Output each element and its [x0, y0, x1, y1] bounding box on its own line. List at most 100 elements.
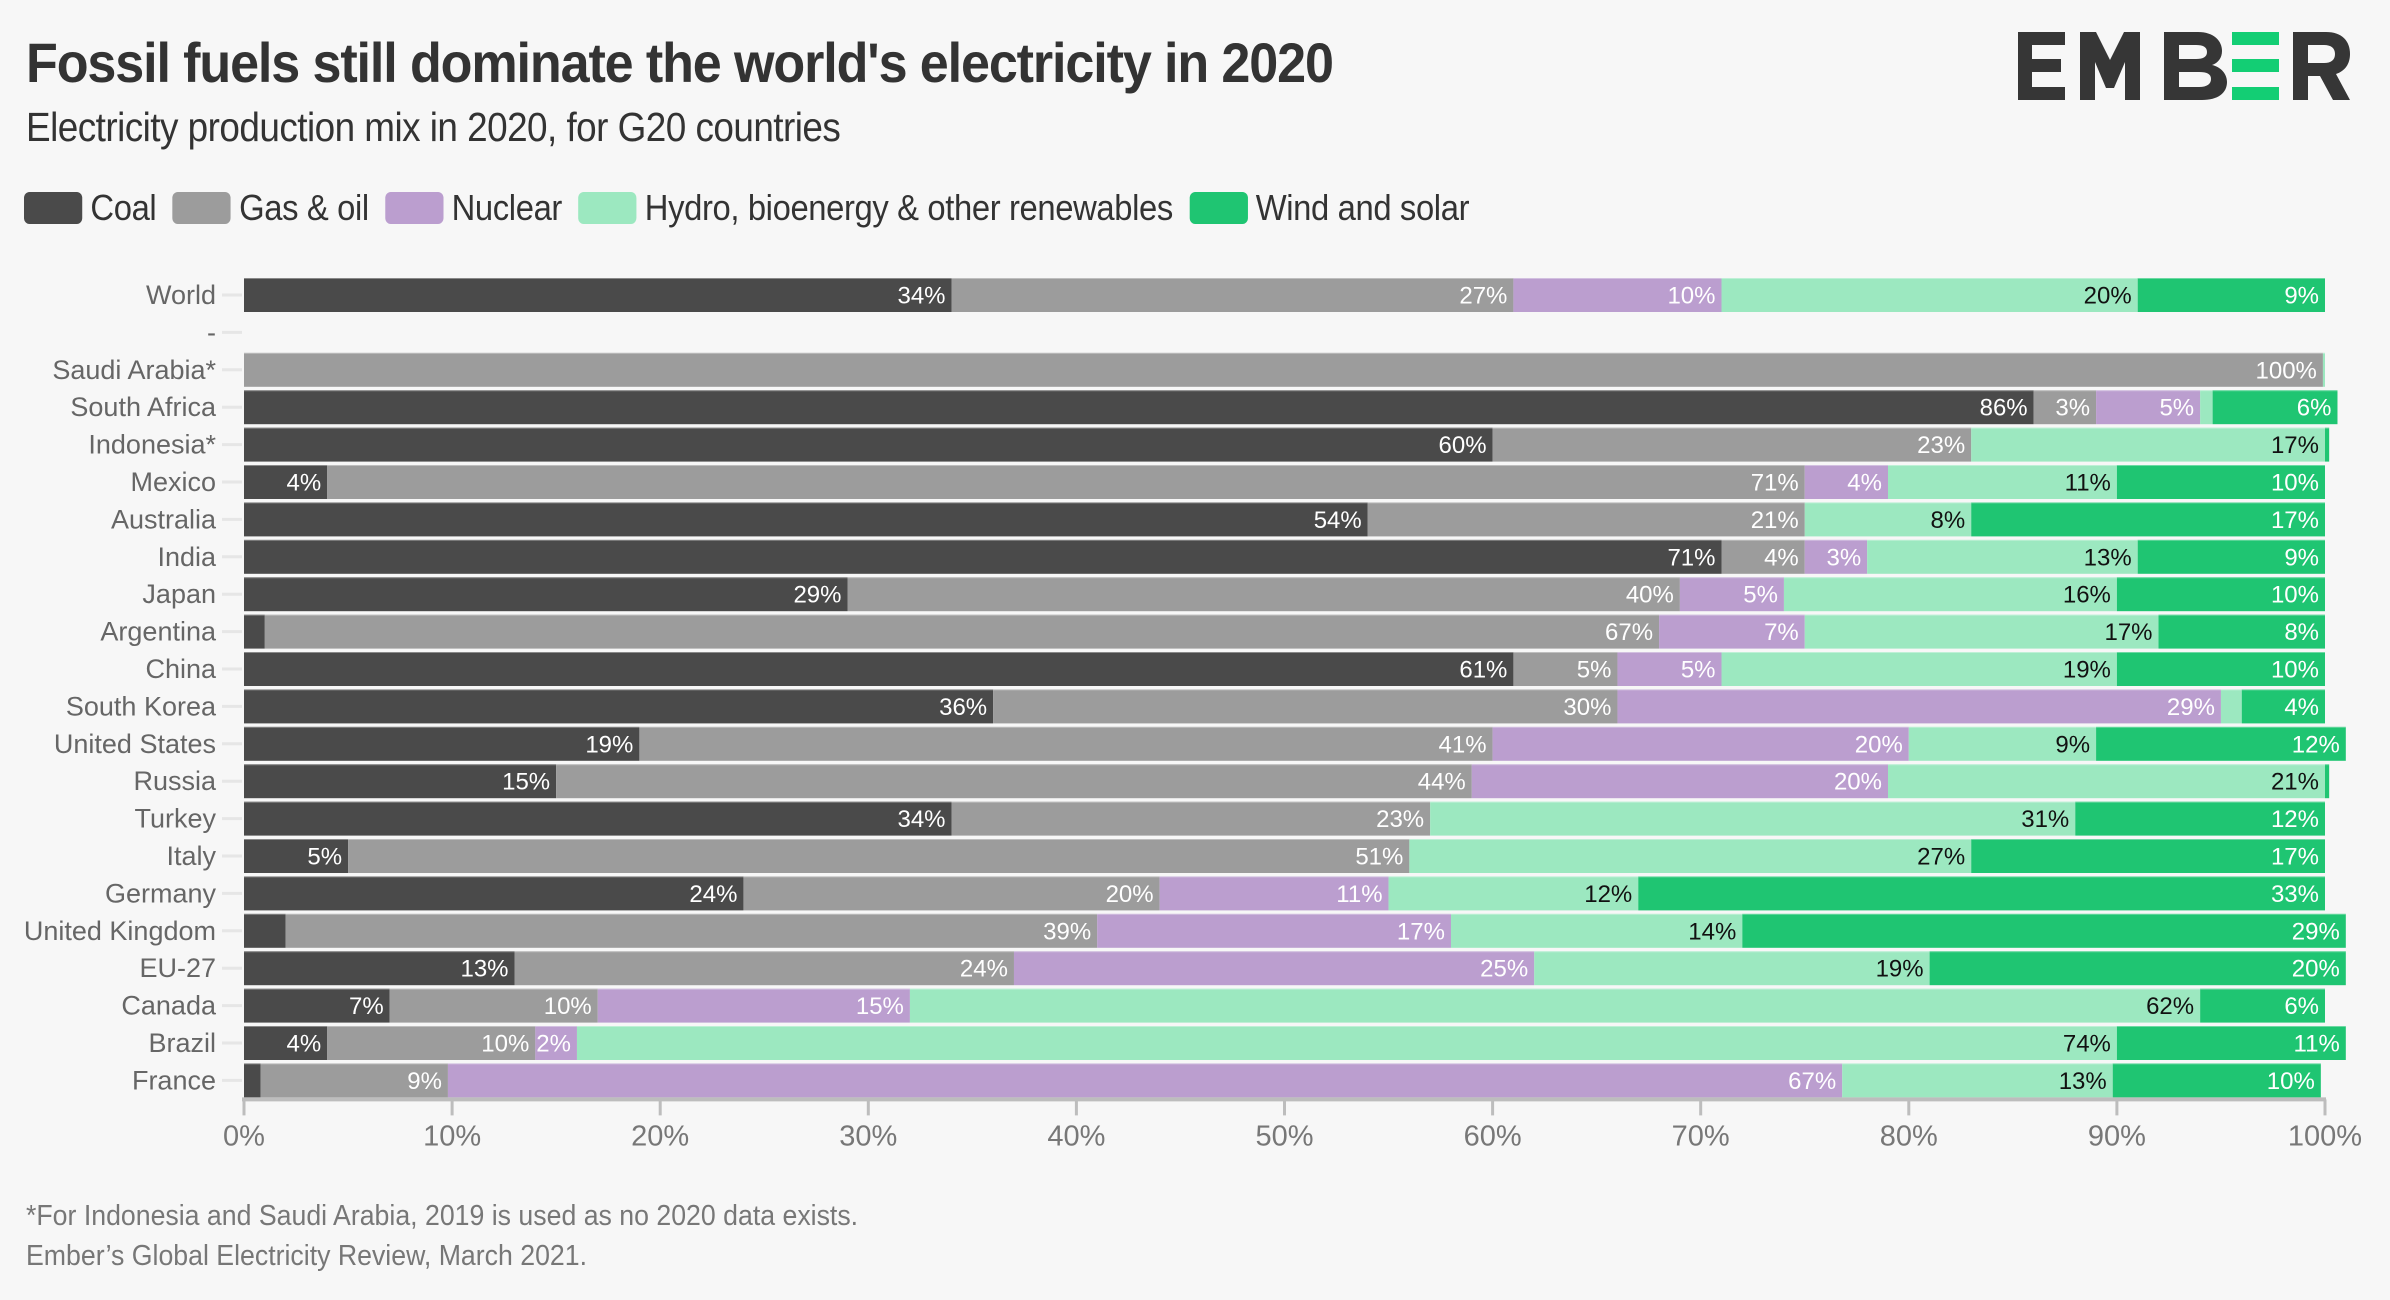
logo-letter-e: [2018, 32, 2065, 100]
row-label: Russia: [133, 766, 217, 796]
logo-letter-b: [2164, 32, 2227, 100]
data-label: 10%: [2271, 470, 2319, 497]
bar-segment-nuclear: [447, 1063, 1843, 1098]
bar-segment-gas-oil: [951, 801, 1431, 836]
bar-segment-wind-solar: [1971, 839, 2325, 873]
bar-segment-coal: [244, 876, 744, 911]
data-label: 12%: [2292, 731, 2340, 758]
data-label: 13%: [2084, 544, 2132, 571]
row-label: United States: [54, 729, 216, 759]
row-label: Germany: [105, 878, 217, 908]
data-label: 5%: [1743, 582, 1778, 609]
bar-segment-hydro: [1783, 577, 2117, 612]
bar-segment-hydro: [1450, 913, 1743, 948]
data-label: 27%: [1917, 844, 1965, 871]
legend-item-coal[interactable]: Coal: [24, 187, 157, 229]
legend-item-hydro[interactable]: Hydro, bioenergy & other renewables: [578, 187, 1173, 229]
data-label: 20%: [1855, 731, 1903, 758]
bar-segment-coal: [244, 726, 640, 761]
data-label: 31%: [2021, 806, 2069, 833]
data-label: 13%: [460, 956, 508, 983]
data-label: 17%: [1397, 918, 1445, 945]
data-label: 54%: [1314, 507, 1362, 534]
row-label: Canada: [121, 991, 217, 1021]
bar-segment-hydro: [1842, 1063, 2113, 1098]
legend-item-nuclear[interactable]: Nuclear: [385, 187, 562, 229]
data-label: 41%: [1439, 731, 1487, 758]
logo-letter-m: [2080, 32, 2140, 100]
row-label: Argentina: [100, 617, 217, 647]
bar-segment-nuclear: [1492, 726, 1909, 761]
bar-segment-gas-oil: [285, 913, 1098, 948]
bar-segment-gas-oil: [264, 614, 1660, 649]
data-label: 10%: [2271, 582, 2319, 609]
row-label: Turkey: [134, 804, 216, 834]
bar-segment-wind-solar: [2116, 652, 2325, 686]
bar-segment-hydro: [1721, 652, 2117, 686]
bar-segment-nuclear: [1513, 278, 1722, 312]
bar-segment-gas-oil: [348, 839, 1410, 873]
bar-segment-gas-oil: [639, 726, 1493, 761]
bar-segment-hydro: [1409, 839, 1972, 873]
bar-segment-coal: [244, 577, 848, 612]
x-tick-label: 60%: [1464, 1120, 1522, 1152]
bar-segment-gas-oil: [743, 876, 1160, 911]
data-label: 62%: [2146, 993, 2194, 1020]
data-label: 34%: [897, 283, 945, 310]
bar-segment-hydro: [1867, 539, 2138, 574]
bar-segment-hydro: [1430, 801, 2076, 836]
row-label: United Kingdom: [24, 916, 216, 946]
footnote: *For Indonesia and Saudi Arabia, 2019 is…: [26, 1200, 859, 1232]
bar-segment-coal: [244, 764, 557, 799]
data-label: 8%: [1931, 507, 1966, 534]
data-label: 3%: [2055, 395, 2090, 422]
source-note: Ember’s Global Electricity Review, March…: [26, 1240, 587, 1272]
data-label: 12%: [2271, 806, 2319, 833]
x-tick-label: 0%: [223, 1120, 265, 1152]
data-label: 3%: [1826, 544, 1861, 571]
row-label: France: [132, 1065, 216, 1095]
data-label: 33%: [2271, 881, 2319, 908]
data-label: 34%: [897, 806, 945, 833]
data-label: 71%: [1751, 470, 1799, 497]
data-label: 10%: [1667, 283, 1715, 310]
bar-segment-wind-solar: [2116, 1026, 2346, 1060]
ember-logo: [2018, 32, 2350, 100]
data-label: 6%: [2284, 993, 2319, 1020]
legend-label-gas-oil: Gas & oil: [239, 187, 369, 228]
data-label: 29%: [2292, 918, 2340, 945]
bar-segment-wind-solar: [1929, 951, 2346, 986]
bar-segment-coal: [244, 539, 1722, 574]
legend-swatch-gas-oil: [172, 192, 231, 224]
data-label: 20%: [1106, 881, 1154, 908]
data-label: 9%: [2284, 544, 2319, 571]
data-label: 27%: [1459, 283, 1507, 310]
data-label: 4%: [287, 1031, 322, 1058]
data-label: 20%: [1834, 769, 1882, 796]
bar-segment-gas-oil: [556, 764, 1472, 799]
data-label: 12%: [1584, 881, 1632, 908]
data-label: 5%: [307, 844, 342, 871]
bar-segment-wind-solar: [2212, 390, 2338, 425]
row-label: Japan: [142, 579, 216, 609]
legend-item-wind-solar[interactable]: Wind and solar: [1189, 187, 1469, 229]
data-label: 71%: [1667, 544, 1715, 571]
x-tick-label: 80%: [1880, 1120, 1938, 1152]
data-label: 100%: [2256, 357, 2317, 384]
bar-segment-hydro: [1804, 614, 2159, 649]
bar-segment-gas-oil: [1367, 502, 1805, 537]
bar-segment-wind-solar: [2096, 726, 2346, 761]
bar-segment-hydro: [2322, 352, 2325, 387]
bar-segment-wind-solar: [2116, 465, 2325, 499]
bar-segment-gas-oil: [260, 1063, 448, 1098]
data-label: 86%: [1980, 395, 2028, 422]
bar-segment-hydro: [1721, 278, 2138, 312]
legend-item-gas-oil[interactable]: Gas & oil: [172, 187, 369, 229]
data-label: 19%: [2063, 657, 2111, 684]
data-label: 19%: [585, 731, 633, 758]
data-label: 23%: [1376, 806, 1424, 833]
logo-letter-e-accent: [2232, 32, 2279, 100]
x-tick-label: 90%: [2088, 1120, 2146, 1152]
bar-segment-nuclear: [1659, 614, 1805, 649]
bar-segment-coal: [244, 427, 1493, 462]
